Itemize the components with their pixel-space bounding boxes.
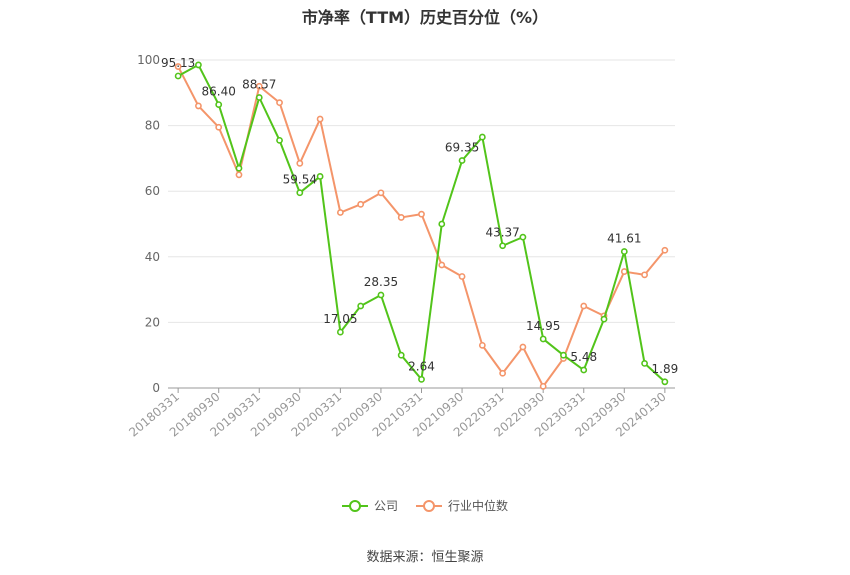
- data-point-industry: [539, 382, 547, 390]
- series-line-company: [177, 63, 666, 383]
- series-lines: [174, 61, 669, 390]
- data-point-industry: [276, 99, 283, 107]
- data-point-company: [438, 220, 446, 228]
- data-point-industry: [458, 273, 466, 280]
- legend-item-industry[interactable]: 行业中位数: [416, 497, 508, 514]
- data-point-company: [539, 335, 547, 343]
- data-point-company: [296, 189, 304, 197]
- data-point-industry: [357, 200, 365, 208]
- data-point-industry: [661, 246, 669, 254]
- axes: 0204060801002018033120180930201903312019…: [126, 53, 675, 440]
- data-point-company: [580, 366, 588, 374]
- data-point-industry: [195, 102, 202, 110]
- chart-title: 市净率（TTM）历史百分位（%）: [301, 8, 549, 27]
- data-point-industry: [397, 214, 405, 221]
- data-label: 95.13: [161, 56, 195, 70]
- y-tick-label: 80: [145, 119, 160, 133]
- data-point-company: [357, 302, 365, 310]
- grid-lines: [168, 59, 675, 389]
- data-point-industry: [336, 209, 344, 216]
- legend-label-industry: 行业中位数: [448, 499, 509, 513]
- data-label: 5.48: [570, 350, 597, 364]
- data-label: 88.57: [242, 77, 276, 91]
- data-point-company: [174, 72, 182, 80]
- legend-item-company[interactable]: 公司: [341, 497, 398, 514]
- legend-industry-marker-icon: [416, 499, 442, 512]
- data-source: 数据来源：恒生聚源: [366, 550, 484, 565]
- data-point-industry: [316, 115, 324, 123]
- data-point-industry: [255, 82, 263, 90]
- data-point-company: [519, 233, 527, 241]
- data-label: 86.40: [202, 85, 236, 99]
- data-point-company: [377, 291, 385, 299]
- data-label: 69.35: [445, 141, 479, 155]
- data-point-company: [620, 248, 628, 255]
- y-tick-label: 60: [145, 184, 160, 198]
- data-point-industry: [377, 189, 385, 197]
- data-label: 1.89: [652, 362, 679, 376]
- data-label: 14.95: [526, 319, 560, 333]
- data-labels: 95.13 86.40 88.57 59.54 17.05 28.35 2.64 69.35 4…: [161, 56, 678, 376]
- data-point-company: [195, 61, 202, 69]
- data-point-company: [499, 242, 507, 250]
- data-point-industry: [438, 261, 446, 269]
- data-label: 41.61: [607, 232, 641, 246]
- y-tick-label: 20: [145, 315, 160, 329]
- y-tick-label: 100: [137, 53, 160, 67]
- data-label: 43.37: [485, 226, 519, 240]
- data-label: 28.35: [364, 275, 398, 289]
- series-line-industry: [177, 66, 666, 388]
- data-point-company: [600, 315, 608, 323]
- data-point-industry: [641, 271, 648, 279]
- data-point-industry: [296, 159, 304, 167]
- data-point-company: [397, 351, 405, 359]
- data-point-industry: [418, 210, 425, 218]
- data-point-industry: [215, 123, 223, 131]
- data-point-company: [458, 157, 466, 164]
- data-point-company: [235, 164, 243, 172]
- data-label: 2.64: [408, 359, 435, 373]
- data-point-industry: [499, 369, 507, 377]
- y-tick-label: 0: [152, 381, 160, 395]
- data-point-company: [276, 136, 283, 144]
- data-point-company: [661, 378, 669, 386]
- data-point-company: [641, 359, 648, 367]
- data-label: 59.54: [283, 173, 317, 187]
- data-point-industry: [174, 63, 182, 70]
- data-point-company: [336, 328, 344, 336]
- legend[interactable]: 公司 行业中位数: [0, 497, 850, 514]
- data-label: 17.05: [323, 312, 357, 326]
- y-tick-label: 40: [145, 250, 160, 264]
- data-point-company: [560, 351, 567, 359]
- data-point-company: [418, 375, 425, 383]
- data-point-industry: [235, 171, 243, 179]
- data-point-company: [215, 101, 223, 109]
- data-point-company: [316, 173, 324, 180]
- legend-label-company: 公司: [373, 499, 398, 513]
- data-point-industry: [519, 343, 527, 351]
- data-point-industry: [580, 302, 588, 310]
- legend-company-marker-icon: [341, 499, 368, 512]
- data-point-company: [255, 94, 263, 101]
- data-point-industry: [478, 341, 486, 349]
- data-point-company: [478, 133, 486, 141]
- data-point-industry: [620, 268, 628, 275]
